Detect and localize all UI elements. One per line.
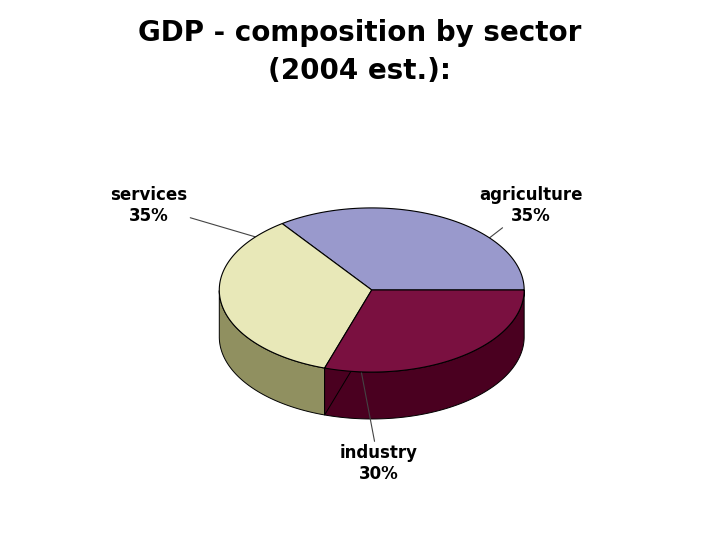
Text: agriculture
35%: agriculture 35% [459, 186, 583, 262]
Polygon shape [325, 290, 524, 419]
Text: (2004 est.):: (2004 est.): [269, 57, 451, 85]
Text: services
35%: services 35% [110, 186, 308, 253]
Polygon shape [282, 208, 524, 290]
Polygon shape [325, 290, 524, 372]
Polygon shape [220, 224, 372, 368]
Text: GDP - composition by sector: GDP - composition by sector [138, 19, 582, 47]
Polygon shape [325, 290, 372, 415]
Polygon shape [220, 291, 325, 415]
Text: industry
30%: industry 30% [340, 365, 418, 483]
